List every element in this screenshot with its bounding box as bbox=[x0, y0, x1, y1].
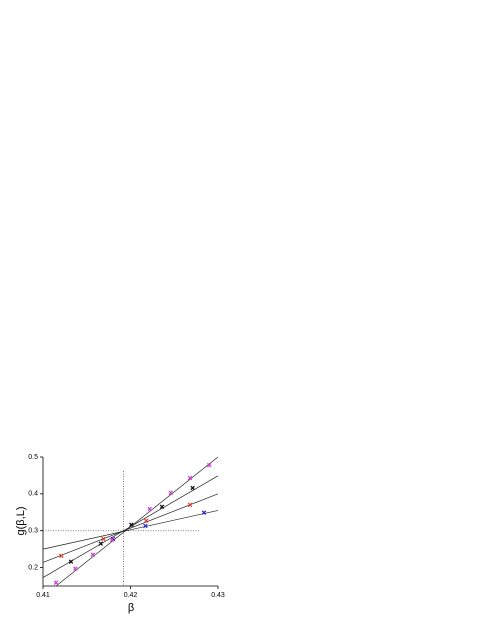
point bbox=[159, 504, 165, 510]
x-tick-label: 0.41 bbox=[36, 592, 50, 599]
fit-line bbox=[42, 510, 219, 550]
point bbox=[68, 559, 74, 564]
x-tick-label: 0.43 bbox=[211, 592, 225, 599]
point bbox=[187, 475, 193, 481]
x-tick-label: 0.42 bbox=[124, 592, 138, 599]
point bbox=[59, 553, 64, 559]
point bbox=[73, 566, 78, 571]
fit-line bbox=[55, 456, 219, 587]
y-axis-label: g(β,L) bbox=[15, 507, 27, 536]
point bbox=[109, 537, 115, 542]
point bbox=[53, 580, 59, 585]
y-tick-label: 0.3 bbox=[28, 528, 38, 535]
point bbox=[101, 536, 106, 542]
point bbox=[129, 522, 134, 528]
y-tick-label: 0.4 bbox=[28, 491, 38, 498]
point bbox=[201, 510, 207, 515]
point bbox=[98, 541, 104, 546]
y-tick-label: 0.5 bbox=[28, 454, 38, 461]
point bbox=[143, 518, 149, 524]
point bbox=[187, 502, 193, 508]
point bbox=[147, 506, 153, 512]
point bbox=[190, 485, 195, 491]
y-tick-label: 0.2 bbox=[28, 564, 38, 571]
x-axis-label: β bbox=[128, 602, 134, 614]
point bbox=[206, 462, 212, 468]
point bbox=[168, 490, 174, 496]
point bbox=[143, 523, 148, 529]
fit-line bbox=[42, 493, 219, 563]
point bbox=[90, 552, 96, 557]
